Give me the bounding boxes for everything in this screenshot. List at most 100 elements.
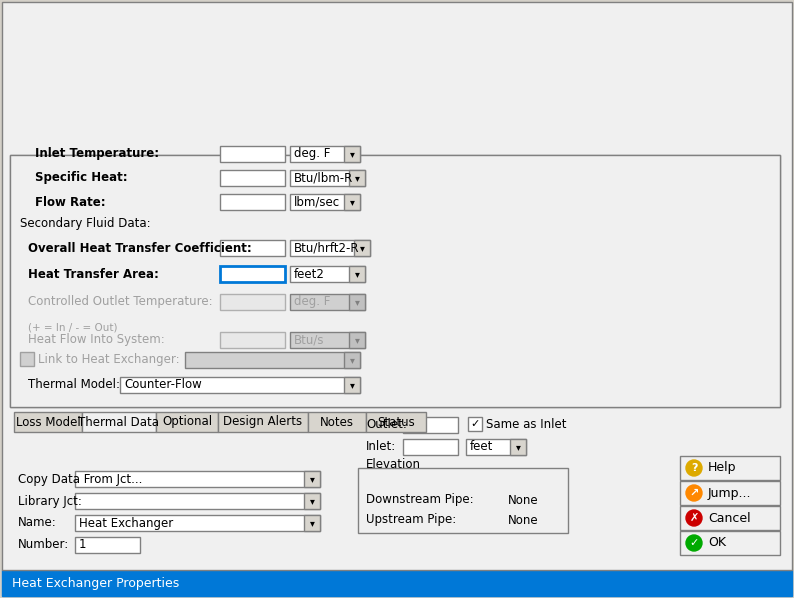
Text: Secondary Fluid Data:: Secondary Fluid Data: [20, 218, 151, 230]
Text: Link to Heat Exchanger:: Link to Heat Exchanger: [38, 353, 179, 367]
Bar [220, 266, 285, 282]
Bar [349, 332, 365, 348]
Bar [156, 412, 218, 432]
Bar [10, 155, 780, 407]
Text: Loss Model: Loss Model [16, 416, 80, 429]
Bar [14, 412, 82, 432]
Bar [220, 294, 285, 310]
Text: Upstream Pipe:: Upstream Pipe: [366, 514, 457, 526]
Text: Inlet Temperature:: Inlet Temperature: [35, 148, 159, 160]
Bar [120, 377, 360, 393]
Text: Notes: Notes [320, 416, 354, 429]
Bar [290, 332, 365, 348]
Bar [220, 332, 285, 348]
Text: 1: 1 [79, 539, 87, 551]
Text: Heat Flow Into System:: Heat Flow Into System: [28, 334, 164, 346]
Text: Outlet:: Outlet: [366, 419, 407, 432]
Bar [308, 412, 366, 432]
Text: ▾: ▾ [355, 297, 360, 307]
Circle shape [686, 460, 702, 476]
Text: ▾: ▾ [349, 380, 354, 390]
Bar [680, 531, 780, 555]
Bar [75, 493, 320, 509]
Text: Overall Heat Transfer Coefficient:: Overall Heat Transfer Coefficient: [28, 242, 252, 255]
Bar [290, 194, 360, 210]
Bar [349, 266, 365, 282]
Text: Downstream Pipe:: Downstream Pipe: [366, 493, 474, 507]
Text: Thermal Model:: Thermal Model: [28, 379, 120, 392]
Text: Thermal Data: Thermal Data [79, 416, 160, 429]
Bar [220, 194, 285, 210]
Bar [290, 294, 365, 310]
Text: None: None [508, 514, 538, 526]
Bar [290, 240, 370, 256]
Text: ▾: ▾ [310, 496, 314, 506]
Bar [466, 439, 526, 455]
Text: Controlled Outlet Temperature:: Controlled Outlet Temperature: [28, 295, 213, 309]
Text: ✗: ✗ [689, 513, 699, 523]
Text: ▾: ▾ [310, 474, 314, 484]
Text: Heat Exchanger Properties: Heat Exchanger Properties [12, 576, 179, 590]
Bar [358, 468, 568, 533]
Text: ▾: ▾ [355, 173, 360, 183]
Bar [403, 417, 458, 433]
Bar [680, 506, 780, 530]
Bar [366, 412, 426, 432]
Text: feet2: feet2 [294, 267, 325, 280]
Text: Same as Inlet: Same as Inlet [486, 417, 566, 431]
Text: Library Jct:: Library Jct: [18, 495, 82, 508]
Bar [304, 471, 320, 487]
Bar [220, 240, 285, 256]
Bar [75, 515, 320, 531]
Text: feet: feet [470, 441, 493, 453]
Bar [10, 155, 780, 407]
Bar [344, 194, 360, 210]
Text: ▾: ▾ [349, 149, 354, 159]
Text: Optional: Optional [162, 416, 212, 429]
Bar [680, 456, 780, 480]
Text: Number:: Number: [18, 539, 69, 551]
Text: Btu/hrft2-R: Btu/hrft2-R [294, 242, 360, 255]
Bar [290, 170, 365, 186]
Text: OK: OK [708, 536, 726, 550]
Bar [344, 352, 360, 368]
Bar [304, 515, 320, 531]
Bar [185, 352, 360, 368]
Text: Counter-Flow: Counter-Flow [124, 379, 202, 392]
Text: None: None [508, 493, 538, 507]
Bar [344, 146, 360, 162]
Bar [2, 570, 792, 596]
Bar [403, 439, 458, 455]
Text: Design Alerts: Design Alerts [223, 416, 303, 429]
Circle shape [686, 485, 702, 501]
Text: deg. F: deg. F [294, 148, 330, 160]
Bar [75, 537, 140, 553]
Bar [75, 471, 320, 487]
Bar [349, 294, 365, 310]
Text: Elevation: Elevation [366, 457, 421, 471]
Bar [220, 146, 285, 162]
Text: (+ = In / - = Out): (+ = In / - = Out) [28, 323, 118, 333]
Text: Help: Help [708, 462, 737, 474]
Text: Jump...: Jump... [708, 487, 751, 499]
Bar [354, 240, 370, 256]
Bar [82, 412, 156, 432]
Text: ▾: ▾ [360, 243, 364, 253]
Bar [468, 417, 482, 431]
Text: Inlet:: Inlet: [366, 441, 396, 453]
Bar [680, 481, 780, 505]
Text: Specific Heat:: Specific Heat: [35, 172, 128, 185]
Bar [290, 266, 365, 282]
Circle shape [686, 535, 702, 551]
Text: deg. F: deg. F [294, 295, 330, 309]
Text: Btu/s: Btu/s [294, 334, 325, 346]
Text: Heat Transfer Area:: Heat Transfer Area: [28, 267, 159, 280]
Text: ↗: ↗ [689, 488, 699, 498]
Text: lbm/sec: lbm/sec [294, 196, 340, 209]
Text: ▾: ▾ [310, 518, 314, 528]
Text: ▾: ▾ [355, 335, 360, 345]
Text: ▾: ▾ [349, 197, 354, 207]
Text: Status: Status [377, 416, 415, 429]
Bar [349, 170, 365, 186]
Text: Flow Rate:: Flow Rate: [35, 196, 106, 209]
